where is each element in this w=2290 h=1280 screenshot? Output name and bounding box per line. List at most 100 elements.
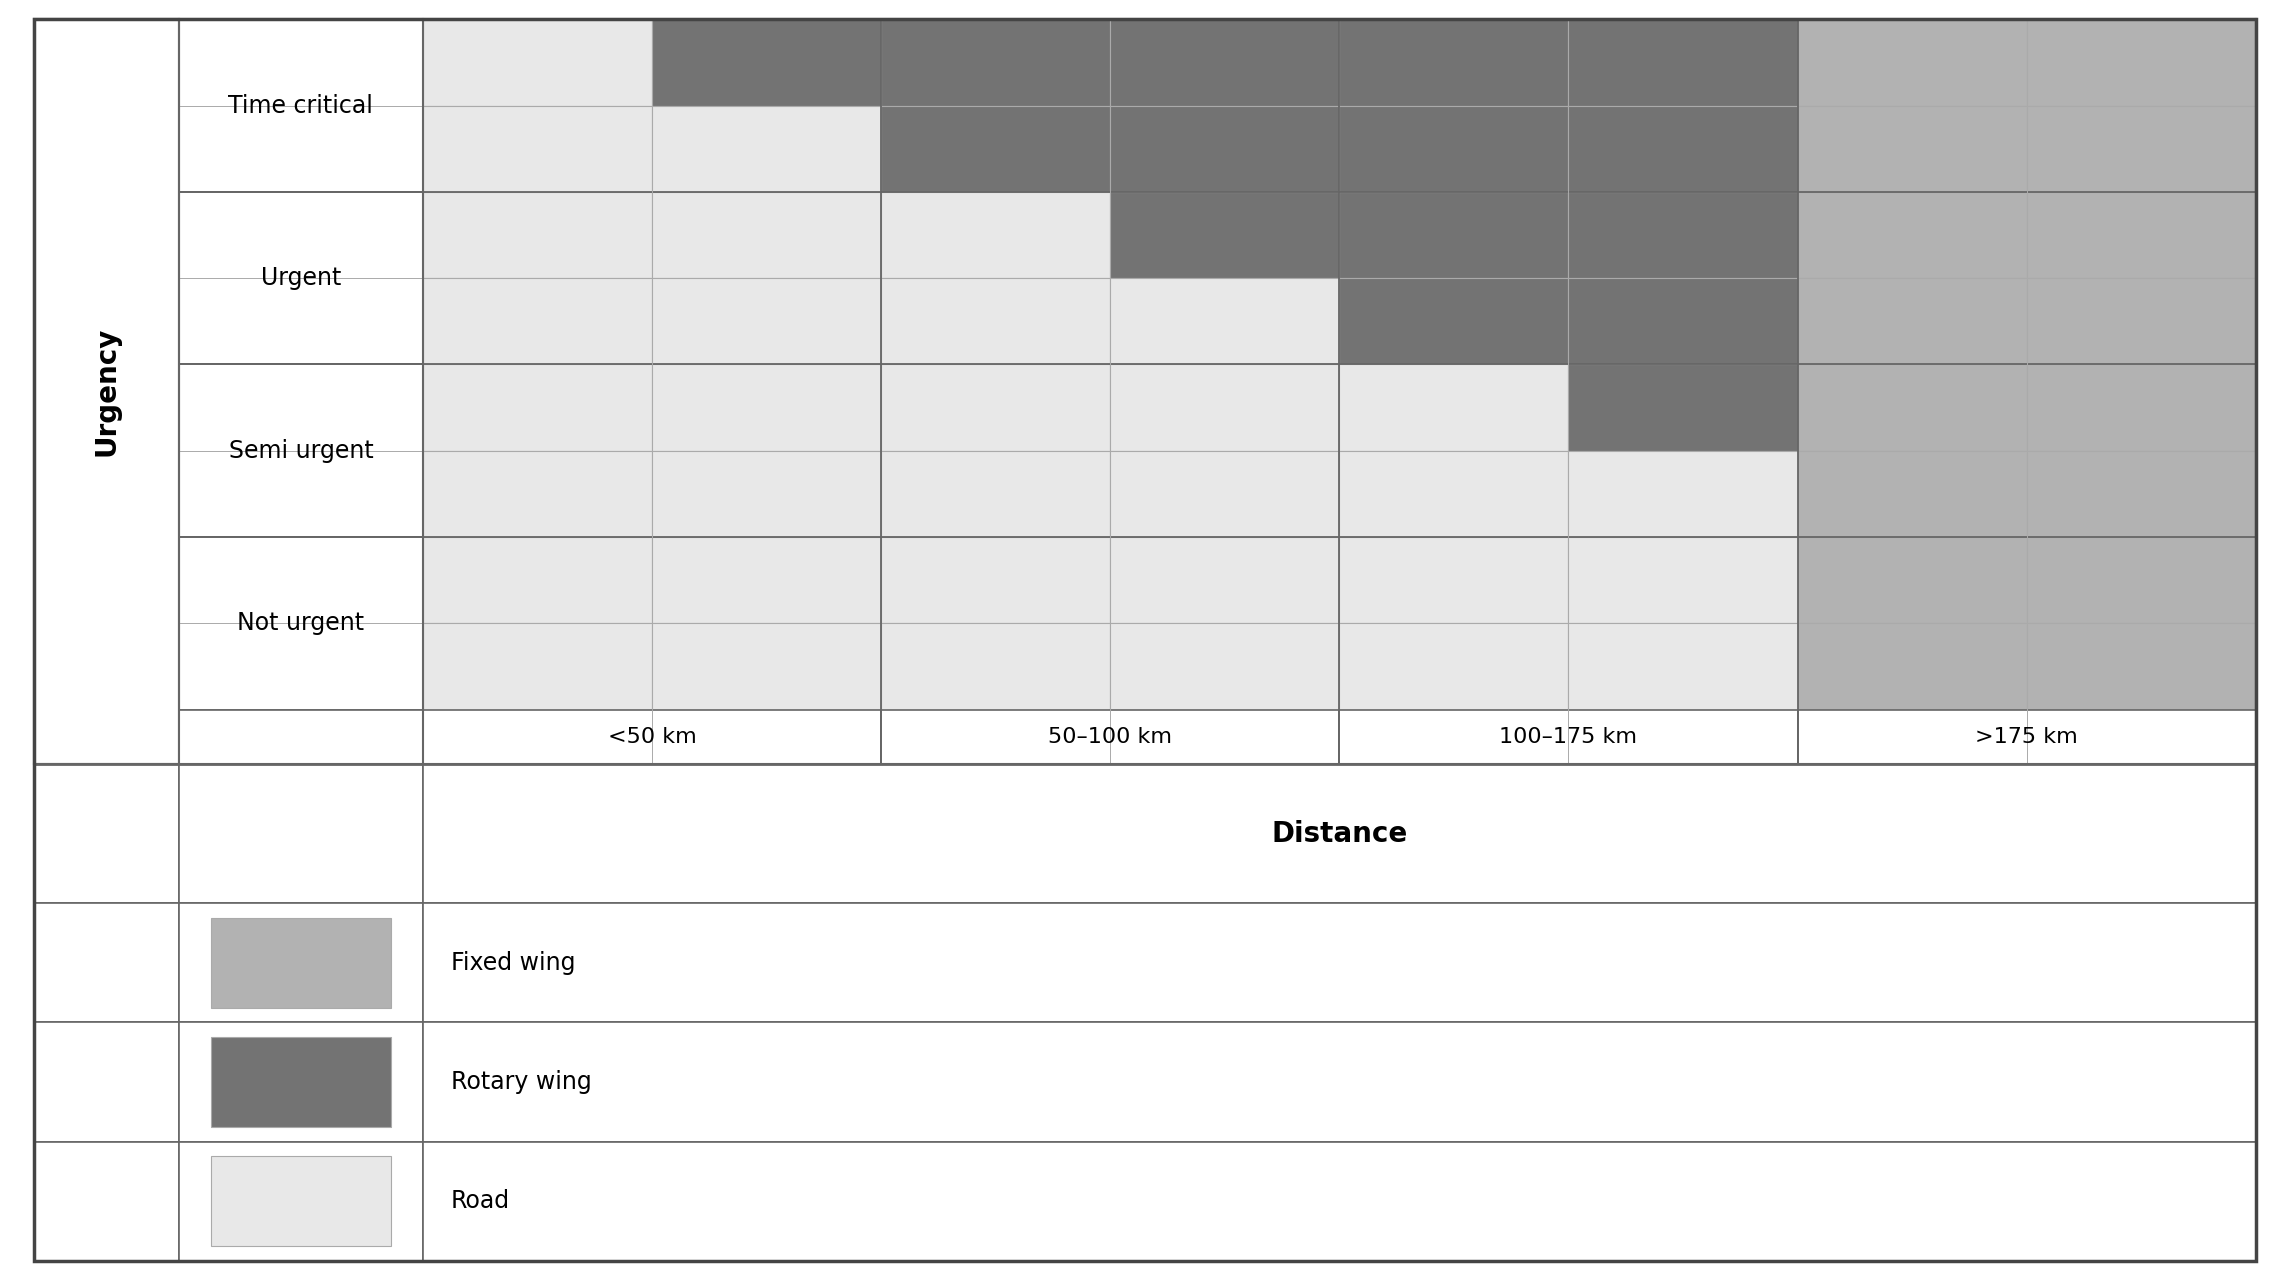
Bar <box>179 904 424 1023</box>
Text: 100–175 km: 100–175 km <box>1500 727 1637 748</box>
Bar <box>653 192 882 278</box>
Bar <box>653 19 882 105</box>
Bar <box>211 1037 392 1128</box>
Bar <box>34 1142 179 1261</box>
Bar <box>1111 19 1340 105</box>
Bar <box>2027 19 2256 105</box>
Bar <box>882 278 1111 365</box>
Bar <box>211 918 392 1009</box>
Text: Fixed wing: Fixed wing <box>451 951 575 975</box>
Bar <box>1798 365 2027 451</box>
Bar <box>179 764 424 904</box>
Bar <box>1111 623 1340 710</box>
Bar <box>653 278 882 365</box>
Bar <box>179 538 424 710</box>
Bar <box>2027 105 2256 192</box>
Bar <box>179 19 424 192</box>
Bar <box>1798 278 2027 365</box>
Bar <box>1111 105 1340 192</box>
Text: >175 km: >175 km <box>1976 727 2077 748</box>
Bar <box>1340 365 1569 451</box>
Text: <50 km: <50 km <box>607 727 696 748</box>
Bar <box>882 19 1111 105</box>
Bar <box>211 918 392 1009</box>
Bar <box>424 451 653 538</box>
Bar <box>424 365 653 451</box>
Bar <box>2027 538 2256 623</box>
Bar <box>424 278 653 365</box>
Bar <box>2027 192 2256 278</box>
Bar <box>424 105 653 192</box>
Bar <box>1798 538 2027 623</box>
Bar <box>1340 19 1569 105</box>
Text: Distance: Distance <box>1271 819 1408 847</box>
Bar <box>1340 192 1569 278</box>
Bar <box>1340 278 1569 365</box>
Bar <box>1111 365 1340 451</box>
Bar <box>179 1023 424 1142</box>
Bar <box>2027 623 2256 710</box>
Bar <box>882 623 1111 710</box>
Bar <box>2027 365 2256 451</box>
Bar <box>882 451 1111 538</box>
Bar <box>211 1156 392 1247</box>
Bar <box>653 451 882 538</box>
Bar <box>1569 192 1798 278</box>
Bar <box>424 538 653 623</box>
Bar <box>179 365 424 538</box>
Bar <box>34 764 179 904</box>
Bar <box>1569 278 1798 365</box>
Text: Road: Road <box>451 1189 511 1213</box>
Bar <box>1798 451 2027 538</box>
Bar <box>1569 538 1798 623</box>
Bar <box>1569 365 1798 451</box>
Bar <box>1798 192 2027 278</box>
Bar <box>179 192 424 365</box>
Bar <box>1569 623 1798 710</box>
Bar <box>1111 451 1340 538</box>
Bar <box>882 192 1111 278</box>
Bar <box>179 1142 424 1261</box>
Bar <box>1340 623 1569 710</box>
Bar <box>424 710 882 764</box>
Bar <box>179 710 424 764</box>
Bar <box>1340 538 1569 623</box>
Bar <box>882 365 1111 451</box>
Bar <box>34 19 179 764</box>
Bar <box>1798 623 2027 710</box>
Text: Not urgent: Not urgent <box>238 612 364 635</box>
Bar <box>424 1023 2256 1142</box>
Bar <box>882 538 1111 623</box>
Bar <box>1798 105 2027 192</box>
Bar <box>882 710 1340 764</box>
Text: Semi urgent: Semi urgent <box>229 439 373 463</box>
Bar <box>1111 278 1340 365</box>
Bar <box>424 904 2256 1023</box>
Bar <box>653 538 882 623</box>
Text: Urgent: Urgent <box>261 266 341 291</box>
Bar <box>424 1142 2256 1261</box>
Bar <box>211 1156 392 1247</box>
Bar <box>882 105 1111 192</box>
Bar <box>424 764 2256 904</box>
Bar <box>1340 451 1569 538</box>
Bar <box>1340 105 1569 192</box>
Bar <box>1798 19 2027 105</box>
Text: 50–100 km: 50–100 km <box>1049 727 1172 748</box>
Text: Urgency: Urgency <box>92 326 121 457</box>
Bar <box>34 904 179 1023</box>
Bar <box>1340 710 1798 764</box>
Bar <box>1569 19 1798 105</box>
Bar <box>653 623 882 710</box>
Bar <box>653 365 882 451</box>
Bar <box>2027 278 2256 365</box>
Bar <box>424 623 653 710</box>
Bar <box>34 1023 179 1142</box>
Bar <box>1798 710 2256 764</box>
Text: Time critical: Time critical <box>229 93 373 118</box>
Bar <box>1569 105 1798 192</box>
Bar <box>424 19 653 105</box>
Bar <box>653 105 882 192</box>
Bar <box>211 1037 392 1128</box>
Bar <box>1569 451 1798 538</box>
